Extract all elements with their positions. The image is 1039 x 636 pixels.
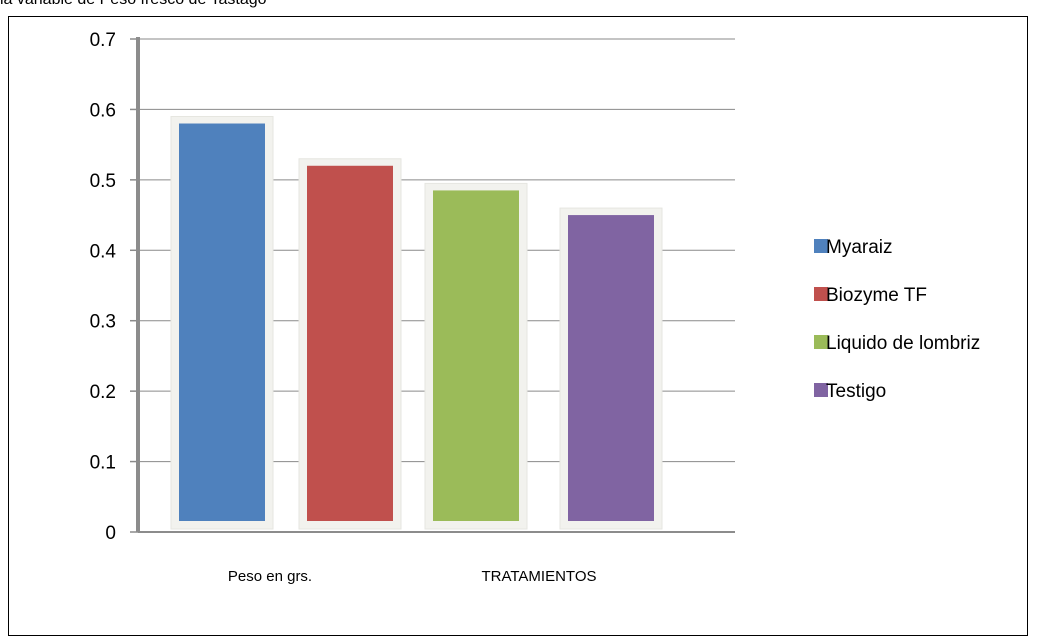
legend-swatch <box>814 239 828 253</box>
category-label: Peso en grs. <box>228 568 312 585</box>
legend-swatch <box>814 383 828 397</box>
bars <box>170 116 663 530</box>
bar-testigo <box>568 215 654 522</box>
y-tick-label: 0.3 <box>90 312 116 333</box>
y-tick-label: 0.2 <box>90 382 116 403</box>
legend: Myaraiz Biozyme TF Liquido de lombriz Testi… <box>814 237 980 402</box>
legend-label: Testigo <box>826 381 886 402</box>
category-label: TRATAMIENTOS <box>481 568 596 585</box>
y-tick-label: 0.5 <box>90 171 116 192</box>
y-axis: 0 0.1 0.2 0.3 0.4 0.5 0.6 0.7 <box>90 30 735 544</box>
bar-biozyme-tf <box>307 165 393 521</box>
bar-myaraiz <box>179 123 265 521</box>
legend-label: Biozyme TF <box>826 285 927 306</box>
y-tick-label: 0.4 <box>90 241 117 262</box>
legend-swatch <box>814 287 828 301</box>
bar-liquido-de-lombriz <box>433 190 519 521</box>
legend-swatch <box>814 335 828 349</box>
legend-label: Liquido de lombriz <box>826 333 980 354</box>
figure-caption: la variable de Peso fresco de Tastago <box>0 0 267 9</box>
y-tick-label: 0.6 <box>90 100 116 121</box>
y-tick-label: 0 <box>105 523 116 544</box>
category-labels: Peso en grs. TRATAMIENTOS <box>228 568 597 585</box>
y-tick-label: 0.1 <box>90 453 116 474</box>
legend-label: Myaraiz <box>826 237 893 258</box>
y-tick-label: 0.7 <box>90 30 116 51</box>
